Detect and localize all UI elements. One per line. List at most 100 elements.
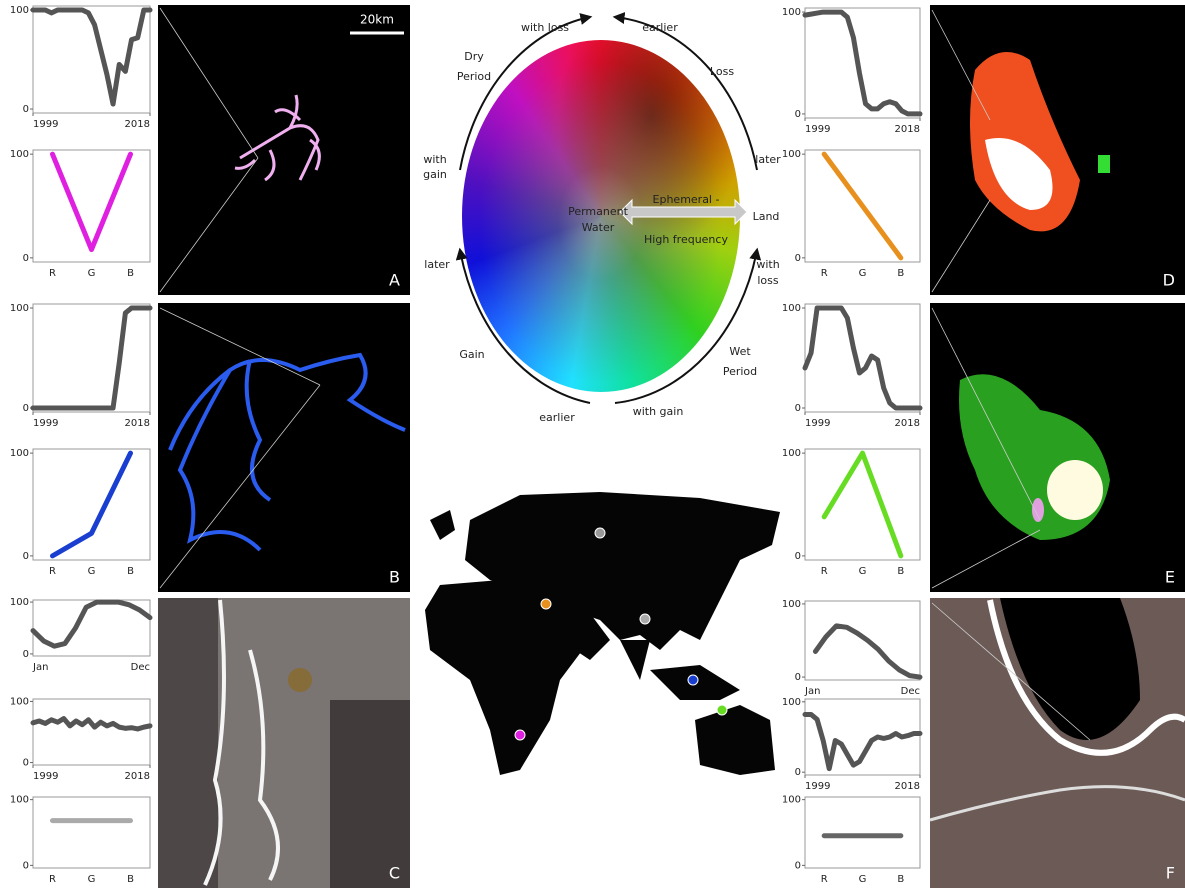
x-tick-label: 1999: [805, 418, 830, 429]
wheel-label: Land: [753, 210, 780, 223]
x-tick-label: 2018: [125, 771, 150, 782]
y-tick-label: 100: [782, 149, 801, 160]
wheel-label: earlier: [539, 411, 575, 424]
y-tick-label: 0: [23, 403, 29, 414]
x-tick-label: 1999: [33, 418, 58, 429]
y-tick-label: 100: [782, 448, 801, 459]
x-tick-label: 2018: [125, 119, 150, 130]
wheel-label: later: [424, 258, 450, 271]
y-tick-label: 100: [10, 795, 29, 806]
x-tick-label: Dec: [131, 662, 150, 673]
x-tick-label: R: [821, 268, 828, 279]
x-tick-label: 1999: [33, 119, 58, 130]
panel-label: D: [1163, 271, 1175, 290]
x-tick-label: 1999: [33, 771, 58, 782]
y-tick-label: 0: [795, 403, 801, 414]
data-line: [802, 305, 923, 411]
y-tick-label: 100: [10, 448, 29, 459]
wheel-label: Ephemeral -: [653, 193, 720, 206]
y-tick-label: 100: [782, 795, 801, 806]
data-line: [821, 151, 904, 261]
panel-label: E: [1165, 568, 1175, 587]
wheel-label: loss: [757, 274, 779, 287]
image-a: 20km: [158, 5, 410, 295]
wheel-label: Dry: [464, 50, 484, 63]
plot-frame: [32, 448, 151, 561]
x-tick-label: 2018: [895, 124, 920, 135]
y-tick-label: 100: [10, 5, 29, 16]
y-tick-label: 0: [795, 767, 801, 778]
y-tick-label: 100: [10, 303, 29, 314]
panel-label: C: [389, 864, 400, 883]
scale-bar-label: 20km: [360, 13, 394, 27]
wheel-label: gain: [423, 168, 447, 181]
double-arrow: [619, 198, 748, 226]
image-c: [158, 598, 410, 888]
plot-frame: [32, 698, 151, 766]
wheel-label: later: [755, 153, 781, 166]
y-tick-label: 0: [795, 109, 801, 120]
data-line: [30, 716, 153, 732]
data-line: [50, 450, 133, 559]
wheel-label: Wet: [729, 345, 751, 358]
x-tick-label: B: [127, 566, 134, 577]
y-tick-label: 100: [10, 149, 29, 160]
wheel-label: with gain: [633, 405, 684, 418]
y-tick-label: 0: [23, 104, 29, 115]
wheel-label: earlier: [642, 21, 678, 34]
y-tick-label: 0: [23, 551, 29, 562]
x-tick-label: B: [127, 874, 134, 885]
wheel-label: with: [756, 258, 779, 271]
x-tick-label: 2018: [895, 781, 920, 792]
data-line: [50, 151, 133, 253]
data-line: [802, 711, 923, 772]
wheel-label: Gain: [459, 348, 484, 361]
wheel-label: Permanent: [568, 205, 629, 218]
wheel-label: Water: [582, 221, 615, 234]
y-tick-label: 0: [795, 672, 801, 683]
y-tick-label: 100: [782, 303, 801, 314]
plot-frame: [804, 303, 921, 413]
x-tick-label: 1999: [805, 781, 830, 792]
data-line: [812, 623, 923, 680]
wheel-label: Loss: [710, 65, 734, 78]
y-tick-label: 100: [10, 696, 29, 707]
x-tick-label: R: [49, 874, 56, 885]
y-tick-label: 0: [23, 649, 29, 660]
y-tick-label: 100: [10, 597, 29, 608]
panel-label: F: [1166, 864, 1175, 883]
y-tick-label: 100: [782, 697, 801, 708]
plot-frame: [32, 303, 151, 413]
x-tick-label: Jan: [804, 686, 820, 697]
x-tick-label: R: [821, 566, 828, 577]
plot-frame: [32, 796, 151, 869]
plot-frame: [804, 448, 921, 561]
y-tick-label: 0: [23, 758, 29, 769]
x-tick-label: 2018: [125, 418, 150, 429]
wheel-label: High frequency: [644, 233, 728, 246]
x-tick-label: Dec: [901, 686, 920, 697]
data-line: [821, 450, 904, 559]
x-tick-label: G: [859, 874, 867, 885]
x-tick-label: 2018: [895, 418, 920, 429]
x-tick-label: G: [88, 874, 96, 885]
wheel-label: Period: [457, 70, 491, 83]
wheel-arrows: [455, 12, 762, 404]
world-map: [425, 492, 780, 775]
x-tick-label: R: [49, 268, 56, 279]
data-line: [30, 7, 153, 107]
x-tick-label: R: [821, 874, 828, 885]
y-tick-label: 100: [782, 7, 801, 18]
y-tick-label: 0: [795, 253, 801, 264]
y-tick-label: 0: [23, 253, 29, 264]
panel-label: B: [389, 568, 400, 587]
x-tick-label: G: [859, 566, 867, 577]
x-tick-label: G: [88, 566, 96, 577]
x-tick-label: B: [897, 874, 904, 885]
panel-label: A: [389, 271, 400, 290]
wheel-label: Period: [723, 365, 757, 378]
data-line: [30, 305, 153, 411]
data-line: [30, 599, 153, 649]
x-tick-label: B: [897, 566, 904, 577]
